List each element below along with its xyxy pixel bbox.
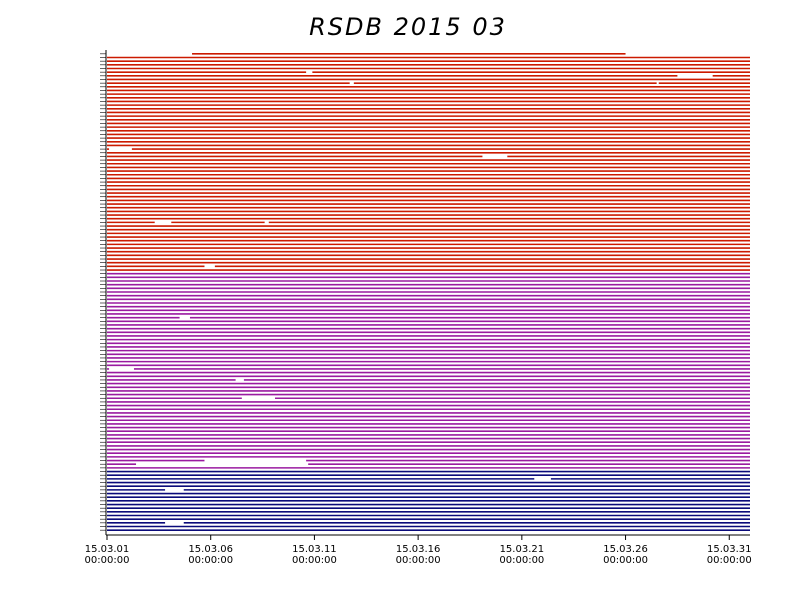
x-tick-label: 15.03.31 00:00:00: [707, 544, 752, 566]
x-tick-label: 15.03.16 00:00:00: [396, 544, 441, 566]
chart-title: RSDB 2015 03: [309, 13, 507, 41]
x-tick-label: 15.03.26 00:00:00: [603, 544, 648, 566]
x-tick-label: 15.03.06 00:00:00: [188, 544, 233, 566]
x-tick-label: 15.03.01 00:00:00: [85, 544, 130, 566]
x-tick-label: 15.03.21 00:00:00: [499, 544, 544, 566]
x-tick-label: 15.03.11 00:00:00: [292, 544, 337, 566]
